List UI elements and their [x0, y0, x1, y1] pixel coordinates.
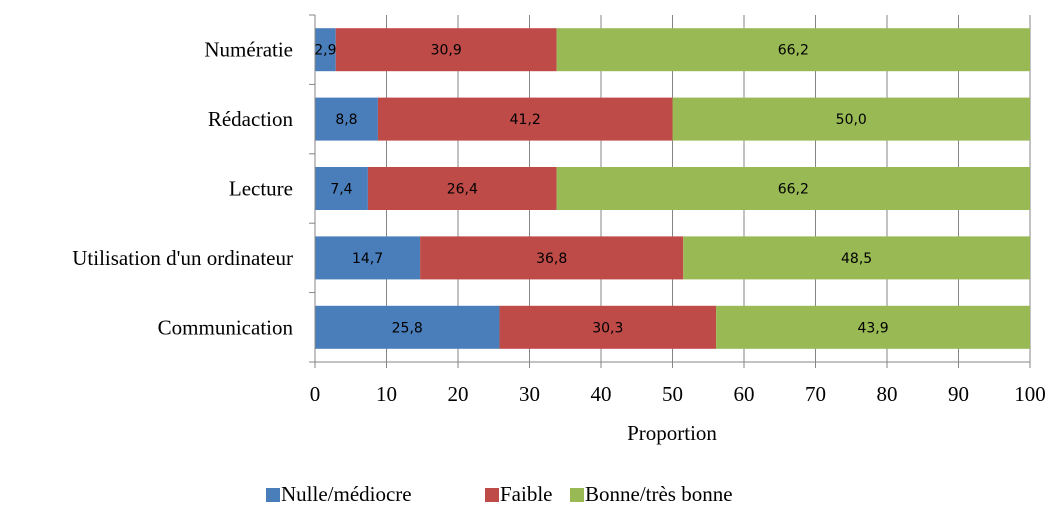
bar-segment [716, 305, 1030, 349]
legend: Nulle/médiocre Faible Bonne/très bonne [266, 482, 733, 506]
bar-segment [367, 167, 557, 210]
x-tick-label: 0 [310, 382, 321, 406]
category-label: Numératie [204, 38, 293, 62]
bar-segment [315, 236, 421, 280]
bar-segment [377, 97, 673, 141]
data-label: 30,3 [592, 320, 623, 336]
bar-segment [556, 28, 1030, 72]
legend-swatch [485, 488, 499, 502]
data-label: 25,8 [392, 320, 423, 336]
category-label: Rédaction [208, 107, 294, 131]
bar-segment [499, 305, 717, 349]
bar-segment [315, 97, 378, 141]
data-label: 26,4 [447, 182, 478, 198]
data-label: 41,2 [510, 112, 541, 128]
x-tick-label: 70 [805, 382, 826, 406]
bar-segment [683, 236, 1030, 280]
x-tick-label: 30 [519, 382, 540, 406]
data-label: 43,9 [857, 320, 888, 336]
legend-swatch [266, 488, 280, 502]
data-label: 2,9 [314, 43, 336, 59]
bar-segment [672, 97, 1030, 141]
x-tick-label: 60 [734, 382, 755, 406]
data-label: 8,8 [335, 112, 357, 128]
x-tick-label: 100 [1014, 382, 1046, 406]
category-label: Lecture [229, 177, 293, 201]
data-label: 14,7 [352, 251, 383, 267]
x-tick-label: 80 [877, 382, 898, 406]
data-label: 48,5 [841, 251, 872, 267]
x-tick-label: 40 [591, 382, 612, 406]
x-tick-label: 10 [376, 382, 397, 406]
x-tick-label: 20 [448, 382, 469, 406]
x-tick-label: 90 [948, 382, 969, 406]
bars: 2,9 30,9 66,2 8,8 41,2 50,0 7,4 26,4 66,2 14,7 36,… [314, 28, 1030, 349]
axes: 0 10 20 30 40 50 60 70 80 90 100 Numératie Rédaction… [72, 14, 1046, 406]
bar-segment [315, 305, 500, 349]
data-label: 66,2 [778, 43, 809, 59]
category-label: Utilisation d'un ordinateur [72, 246, 293, 270]
legend-label: Bonne/très bonne [585, 482, 733, 506]
bar-segment [315, 167, 368, 210]
bar-segment [556, 167, 1030, 210]
data-label: 7,4 [330, 182, 352, 198]
bar-segment [420, 236, 684, 280]
data-label: 66,2 [778, 182, 809, 198]
bar-segment [335, 28, 557, 72]
data-label: 50,0 [836, 112, 867, 128]
x-axis-title: Proportion [627, 421, 717, 445]
legend-label: Nulle/médiocre [281, 482, 412, 506]
legend-swatch [570, 488, 584, 502]
category-label: Communication [158, 315, 294, 339]
bar-segment [315, 28, 336, 72]
x-tick-label: 50 [662, 382, 683, 406]
data-label: 36,8 [536, 251, 567, 267]
data-label: 30,9 [431, 43, 462, 59]
legend-label: Faible [500, 482, 553, 506]
